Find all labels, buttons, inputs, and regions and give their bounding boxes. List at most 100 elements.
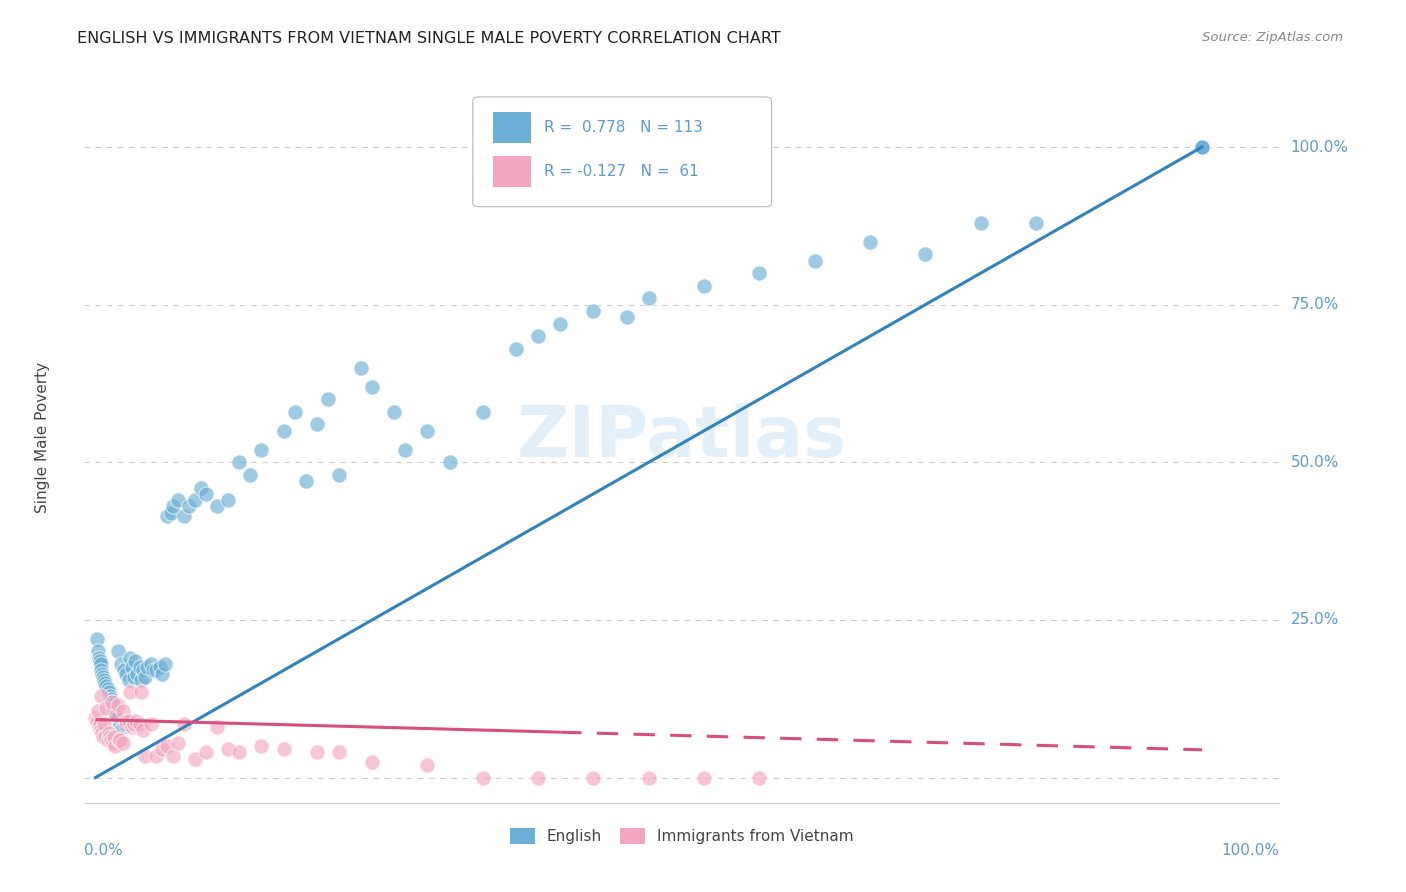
Point: [91, 670, 114, 684]
Point: [91, 730, 114, 744]
Point: [190, 481, 212, 495]
Text: Single Male Poverty: Single Male Poverty: [35, 361, 51, 513]
Point: [112, 705, 135, 719]
Point: [87, 720, 110, 734]
Point: [205, 720, 228, 734]
Point: [1191, 140, 1213, 154]
Point: [112, 664, 135, 678]
Point: [228, 745, 250, 759]
Point: [1191, 140, 1213, 154]
Point: [748, 771, 770, 785]
Point: [136, 660, 159, 674]
Point: [1191, 140, 1213, 154]
Point: [110, 657, 132, 671]
Point: [91, 726, 114, 740]
Point: [105, 707, 128, 722]
Point: [122, 670, 145, 684]
Point: [382, 405, 405, 419]
Text: ZIPatlas: ZIPatlas: [517, 402, 846, 472]
Point: [1191, 140, 1213, 154]
Point: [1191, 140, 1213, 154]
Point: [97, 685, 120, 699]
Point: [693, 278, 716, 293]
Point: [167, 493, 190, 508]
Point: [1025, 216, 1047, 230]
Point: [179, 500, 201, 514]
Point: [195, 745, 218, 759]
Point: [205, 500, 228, 514]
Point: [132, 723, 155, 738]
Point: [153, 657, 176, 671]
Point: [1191, 140, 1213, 154]
Point: [416, 424, 439, 438]
Point: [97, 732, 120, 747]
Point: [107, 711, 129, 725]
Point: [328, 467, 350, 482]
Point: [350, 360, 373, 375]
Point: [132, 664, 155, 678]
Text: ENGLISH VS IMMIGRANTS FROM VIETNAM SINGLE MALE POVERTY CORRELATION CHART: ENGLISH VS IMMIGRANTS FROM VIETNAM SINGL…: [77, 31, 782, 46]
Point: [87, 650, 110, 665]
Point: [94, 676, 117, 690]
Point: [90, 723, 112, 738]
Point: [156, 508, 179, 523]
Point: [121, 720, 143, 734]
Point: [305, 745, 328, 759]
Point: [150, 742, 173, 756]
Point: [305, 417, 328, 432]
Point: [101, 736, 124, 750]
Point: [1191, 140, 1213, 154]
Point: [1191, 140, 1213, 154]
Point: [1191, 140, 1213, 154]
Point: [93, 673, 115, 687]
Point: [139, 717, 162, 731]
Point: [108, 717, 131, 731]
Point: [582, 304, 605, 318]
Point: [1191, 140, 1213, 154]
Bar: [494, 112, 531, 143]
Point: [162, 748, 184, 763]
Point: [139, 657, 162, 671]
Point: [1191, 140, 1213, 154]
Point: [90, 664, 112, 678]
Point: [273, 424, 295, 438]
Point: [100, 691, 122, 706]
Point: [1191, 140, 1213, 154]
Point: [914, 247, 936, 261]
Point: [693, 771, 716, 785]
Point: [173, 717, 195, 731]
Point: [616, 310, 638, 325]
Point: [1191, 140, 1213, 154]
Point: [115, 714, 138, 728]
Point: [1191, 140, 1213, 154]
Text: 100.0%: 100.0%: [1222, 843, 1279, 858]
Point: [217, 742, 239, 756]
Point: [93, 717, 115, 731]
Point: [86, 632, 108, 646]
Point: [527, 329, 550, 343]
Point: [361, 755, 384, 769]
Point: [145, 748, 167, 763]
Point: [115, 666, 138, 681]
Point: [128, 717, 150, 731]
Point: [637, 771, 659, 785]
Point: [150, 666, 173, 681]
Point: [118, 685, 141, 699]
Point: [1191, 140, 1213, 154]
Point: [97, 726, 120, 740]
Point: [101, 695, 124, 709]
Point: [416, 758, 439, 772]
Point: [1191, 140, 1213, 154]
Point: [294, 474, 316, 488]
Point: [90, 689, 112, 703]
Text: 50.0%: 50.0%: [1291, 455, 1339, 470]
Point: [86, 644, 108, 658]
Point: [250, 442, 273, 457]
Point: [803, 253, 825, 268]
Point: [1191, 140, 1213, 154]
Point: [637, 291, 659, 305]
Point: [86, 714, 108, 728]
Point: [84, 711, 107, 725]
Point: [104, 705, 127, 719]
Point: [127, 666, 149, 681]
